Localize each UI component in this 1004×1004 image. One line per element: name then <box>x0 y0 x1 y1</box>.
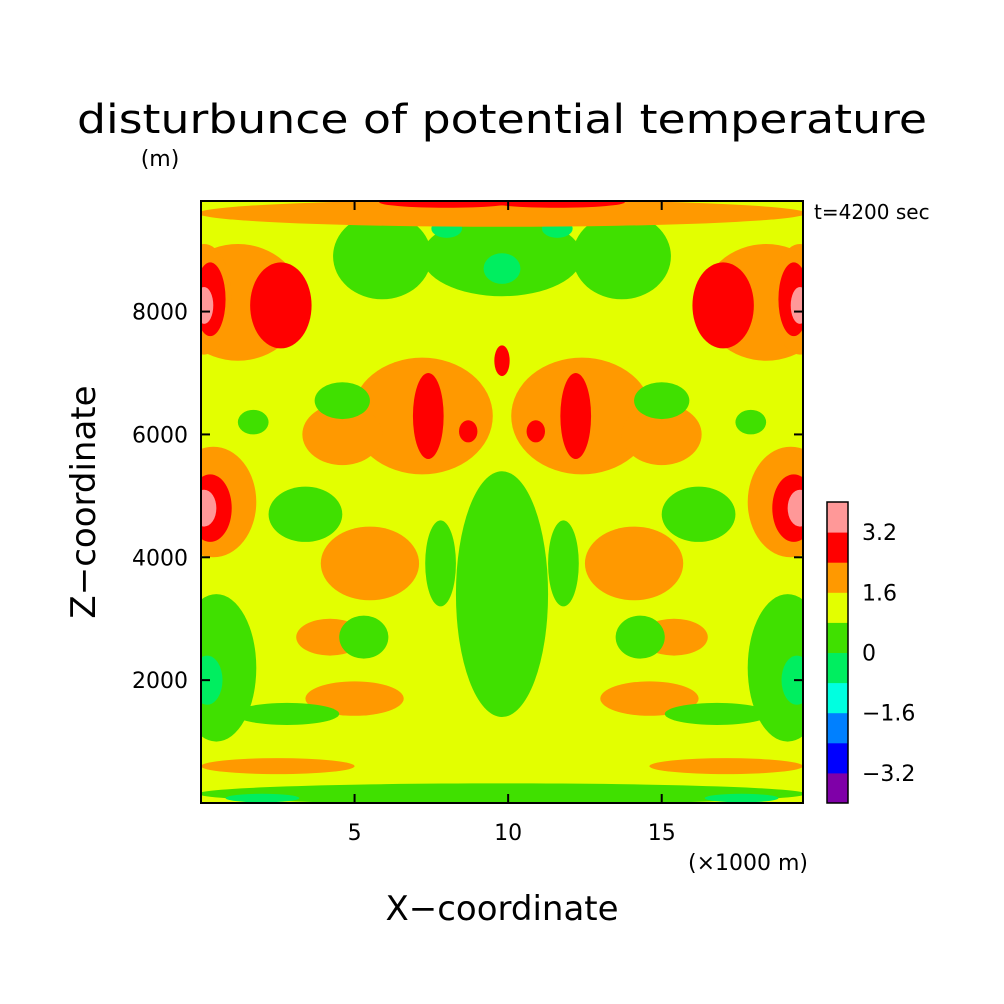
contour-region-39 <box>201 201 803 227</box>
colorbar: −3.2 −1.6 0 1.6 3.2 <box>826 501 915 804</box>
contour-region-15 <box>787 489 803 527</box>
contour-region-48 <box>634 382 690 420</box>
contour-region-16 <box>333 213 432 300</box>
y-unit-label: (m) <box>141 147 180 172</box>
contour-region-37 <box>201 758 355 775</box>
contour-region-44 <box>548 520 579 607</box>
colorbar-tick-label: −1.6 <box>862 702 915 727</box>
contour-region-59 <box>201 783 803 803</box>
colorbar-segment <box>827 652 848 684</box>
colorbar-segment <box>827 712 848 744</box>
contour-region-26 <box>412 373 444 459</box>
contour-region-31 <box>320 526 420 601</box>
colorbar-segment <box>827 622 848 653</box>
plot-frame <box>200 200 804 804</box>
contour-region-30 <box>526 420 545 443</box>
colorbar-segment <box>827 742 848 774</box>
contour-region-9 <box>790 287 803 324</box>
colorbar-segment <box>827 772 848 804</box>
colorbar-segment <box>827 502 848 533</box>
contour-region-53 <box>201 655 223 705</box>
axis-ticks: 5 10 15 2000 4000 6000 8000 <box>132 201 803 846</box>
time-label: t=4200 sec <box>814 200 930 224</box>
colorbar-segment <box>827 682 848 714</box>
contour-region-47 <box>314 382 370 420</box>
colorbar-segment <box>827 562 848 593</box>
contour-region-52 <box>747 594 803 742</box>
colorbar-tick-label: 1.6 <box>862 581 897 606</box>
colorbar-tick-label: 3.2 <box>862 521 897 546</box>
contour-region-46 <box>661 486 736 542</box>
contour-region-42 <box>455 471 549 717</box>
contour-region-24 <box>302 403 383 466</box>
colorbar-frame <box>826 501 849 804</box>
contour-region-56 <box>615 615 665 659</box>
colorbar-tick-label: −3.2 <box>862 762 915 787</box>
contour-region-43 <box>425 520 456 607</box>
y-tick-label: 2000 <box>132 669 188 694</box>
colorbar-tick-label: 0 <box>862 642 876 667</box>
contour-region-51 <box>201 594 257 742</box>
contour-region-35 <box>305 681 404 716</box>
contour-region-6 <box>692 262 754 349</box>
contour-region-36 <box>600 681 699 716</box>
y-tick-label: 6000 <box>132 423 188 448</box>
chart-title: disturbunce of potential temperature <box>77 97 927 143</box>
contour-region-49 <box>237 409 269 435</box>
x-unit-label: (×1000 m) <box>688 851 808 876</box>
contour-region-19 <box>483 253 521 284</box>
contour-region-25 <box>621 403 702 466</box>
contour-region-54 <box>781 655 803 705</box>
y-axis-label: Z−coordinate <box>64 385 104 618</box>
y-tick-label: 4000 <box>132 546 188 571</box>
contour-regions <box>201 201 803 803</box>
contour-region-60 <box>225 793 300 803</box>
contour-region-1 <box>250 262 312 349</box>
contour-region-29 <box>459 420 478 443</box>
contour-region-32 <box>584 526 684 601</box>
y-tick-label: 8000 <box>132 301 188 326</box>
contour-region-27 <box>560 373 592 459</box>
contour-region-17 <box>572 213 671 300</box>
contour-region-45 <box>268 486 343 542</box>
contour-region-50 <box>735 409 767 435</box>
x-tick-label: 5 <box>348 821 362 846</box>
contour-region-38 <box>649 758 803 775</box>
contour-region-58 <box>664 702 770 725</box>
contour-region-57 <box>234 702 340 725</box>
colorbar-segment <box>827 532 848 563</box>
x-tick-label: 10 <box>494 821 522 846</box>
contour-region-40 <box>379 201 515 208</box>
contour-region-28 <box>494 345 510 377</box>
contour-region-4 <box>201 287 214 324</box>
x-tick-label: 15 <box>648 821 676 846</box>
contour-region-41 <box>489 201 625 208</box>
contour-region-55 <box>339 615 389 659</box>
colorbar-segment <box>827 592 848 623</box>
x-axis-label: X−coordinate <box>385 889 618 929</box>
contour-region-61 <box>704 793 779 803</box>
contour-region-12 <box>201 489 217 527</box>
